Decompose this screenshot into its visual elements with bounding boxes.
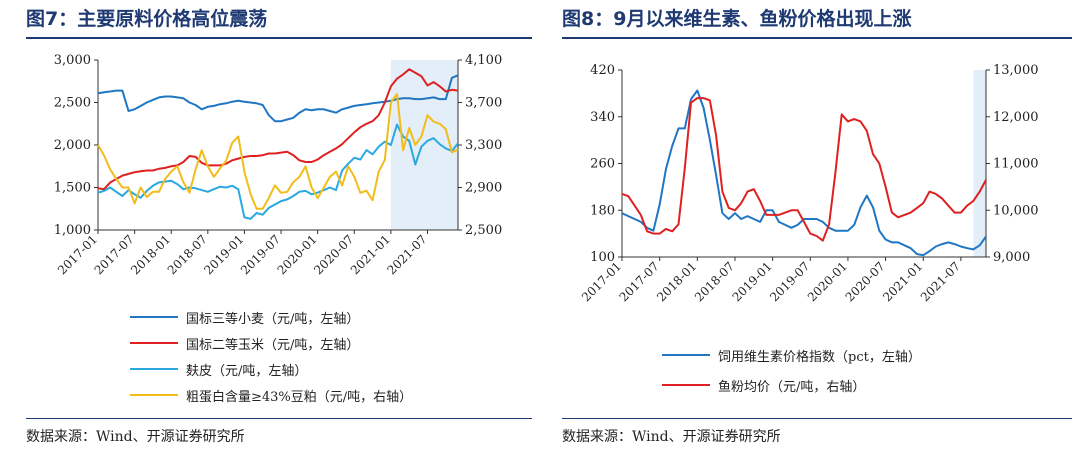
right-series-line-1 (621, 97, 987, 242)
right-left-tick-label: 180 (590, 203, 615, 218)
left-legend-label-corn: 国标二等玉米（元/吨，左轴） (186, 337, 360, 353)
right-legend-label-vitamin: 饲用维生素价格指数（pct，左轴） (718, 349, 921, 365)
left-left-tick-label: 3,000 (54, 53, 91, 68)
right-legend-swatch-vitamin (662, 354, 710, 356)
left-left-tick-label: 1,000 (54, 223, 91, 238)
right-x-tick-label: 2021-01 (880, 259, 925, 304)
right-left-tick-label: 340 (590, 110, 615, 125)
right-x-tick-label: 2018-01 (654, 259, 699, 304)
left-right-tick-label: 3,700 (465, 96, 502, 111)
left-legend-item: 国标二等玉米（元/吨，左轴） (130, 330, 412, 356)
right-x-tick-label: 2017-07 (617, 259, 662, 304)
left-legend-item: 麸皮（元/吨，左轴） (130, 356, 412, 382)
left-legend-label-wheat: 国标三等小麦（元/吨，左轴） (186, 311, 360, 327)
left-title-rule (26, 37, 532, 39)
left-legend: 国标三等小麦（元/吨，左轴） 国标二等玉米（元/吨，左轴） 麸皮（元/吨，左轴）… (130, 304, 412, 408)
left-right-tick-label: 2,500 (465, 223, 502, 238)
right-chart-title: 图8：9月以来维生素、鱼粉价格出现上涨 (562, 8, 912, 30)
left-right-tick-label: 4,100 (465, 53, 502, 68)
right-x-tick-label: 2018-07 (692, 259, 737, 304)
right-left-tick-label: 260 (590, 157, 615, 172)
left-legend-item: 粗蛋白含量≥43%豆粕（元/吨，右轴） (130, 382, 412, 408)
right-left-tick-label: 420 (590, 63, 615, 78)
right-right-tick-label: 12,000 (993, 110, 1039, 125)
right-legend-label-fishmeal: 鱼粉均价（元/吨，右轴） (718, 379, 866, 395)
right-right-tick-label: 13,000 (993, 63, 1039, 78)
left-left-tick-label: 1,500 (54, 181, 91, 196)
right-series-line-0 (621, 89, 987, 257)
right-source-rule (562, 418, 1072, 419)
left-series-line-2 (97, 123, 459, 220)
left-series-line-1 (97, 68, 459, 191)
right-legend-item: 鱼粉均价（元/吨，右轴） (662, 370, 921, 400)
right-legend-swatch-fishmeal (662, 384, 710, 386)
left-legend-swatch-bran (130, 368, 178, 370)
right-x-tick-label: 2020-01 (805, 259, 850, 304)
left-right-tick-label: 2,900 (465, 181, 502, 196)
left-legend-label-soymeal: 粗蛋白含量≥43%豆粕（元/吨，右轴） (186, 389, 413, 405)
left-legend-swatch-corn (130, 342, 178, 344)
right-right-tick-label: 11,000 (993, 157, 1039, 172)
left-right-tick-label: 3,300 (465, 138, 502, 153)
left-chart: 1,000 1,500 2,000 2,500 3,000 2,500 2,900 3,300… (54, 53, 502, 277)
right-chart: 100 180 260 340 420 9,000 10,000 11,000 12,000 13… (579, 63, 1039, 304)
left-chart-title: 图7：主要原料价格高位震荡 (26, 8, 268, 30)
left-legend-swatch-soymeal (130, 394, 178, 396)
left-source: 数据来源：Wind、开源证券研究所 (26, 429, 245, 445)
left-legend-label-bran: 麸皮（元/吨，左轴） (186, 363, 308, 379)
right-x-tick-label: 2017-01 (579, 259, 624, 304)
left-source-rule (26, 418, 532, 419)
right-x-tick-label: 2021-07 (918, 259, 963, 304)
left-series-line-3 (97, 93, 459, 210)
right-source: 数据来源：Wind、开源证券研究所 (562, 429, 781, 445)
right-right-tick-label: 9,000 (993, 250, 1030, 265)
right-right-tick-label: 10,000 (993, 203, 1039, 218)
left-x-tick-label: 2021-07 (384, 232, 429, 277)
left-legend-item: 国标三等小麦（元/吨，左轴） (130, 304, 412, 330)
right-x-tick-label: 2019-07 (767, 259, 812, 304)
right-highlight-band (973, 70, 986, 257)
left-left-tick-label: 2,500 (54, 96, 91, 111)
left-left-tick-label: 2,000 (54, 138, 91, 153)
right-x-tick-label: 2019-01 (730, 259, 775, 304)
right-legend-item: 饲用维生素价格指数（pct，左轴） (662, 340, 921, 370)
right-legend: 饲用维生素价格指数（pct，左轴） 鱼粉均价（元/吨，右轴） (662, 340, 921, 400)
right-x-tick-label: 2020-07 (843, 259, 888, 304)
right-left-tick-label: 100 (590, 250, 615, 265)
left-legend-swatch-wheat (130, 316, 178, 318)
right-title-rule (562, 37, 1072, 39)
